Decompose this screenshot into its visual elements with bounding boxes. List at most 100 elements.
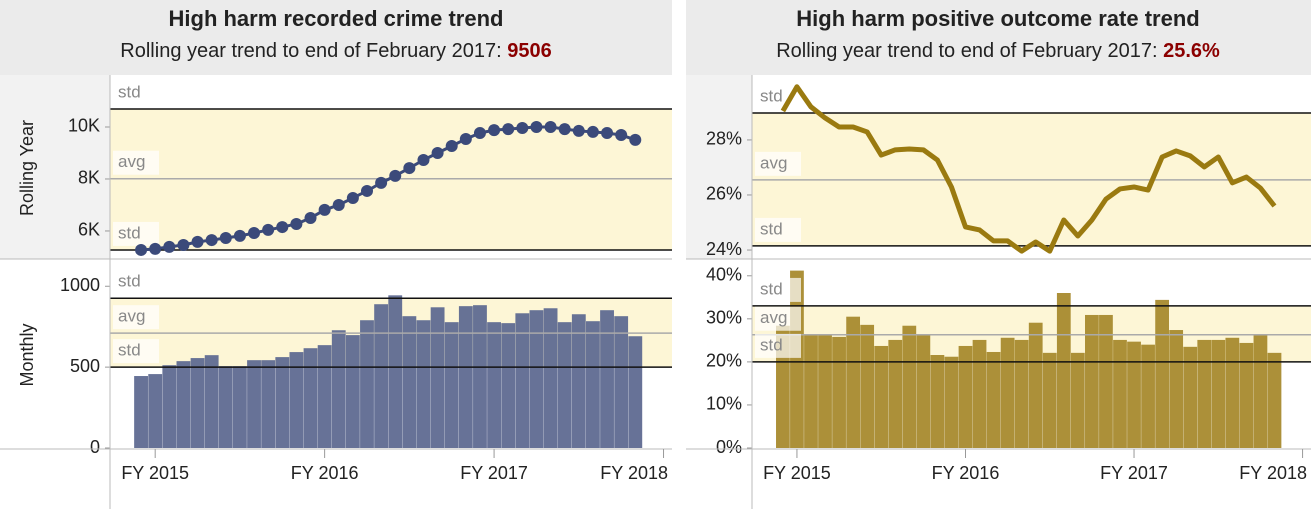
bar <box>360 320 374 448</box>
bar <box>874 345 889 448</box>
x-tick-label: FY 2016 <box>932 463 1000 483</box>
point <box>191 235 204 248</box>
bar <box>1225 337 1240 448</box>
point <box>135 243 148 256</box>
gutter-bg <box>686 75 752 259</box>
ref-label-bg <box>755 217 801 242</box>
bar <box>888 339 903 448</box>
x-tick-label: FY 2015 <box>121 463 189 483</box>
point <box>558 123 571 136</box>
x-tick-label: FY 2018 <box>600 463 668 483</box>
y-tick-label: 6K <box>78 220 100 240</box>
bar <box>190 358 205 448</box>
bar <box>289 352 304 448</box>
bar <box>557 322 572 448</box>
subtitle-value: 9506 <box>507 40 552 62</box>
x-tick-label: FY 2016 <box>291 463 359 483</box>
bar <box>1056 293 1071 448</box>
bar <box>317 345 332 448</box>
ref-label: avg <box>118 307 145 326</box>
bar <box>804 334 818 448</box>
bar <box>628 336 643 448</box>
ref-label: std <box>118 341 141 360</box>
point <box>375 176 388 189</box>
bar <box>162 365 177 448</box>
x-tick-label: FY 2018 <box>1239 463 1307 483</box>
charts: 6K 8K 10K Rolling Year std avg std 0 500 1000 Mont… <box>0 75 1311 509</box>
row-label: Rolling Year <box>17 120 37 216</box>
bar <box>444 322 459 448</box>
bar <box>571 314 586 448</box>
ref-label: std <box>118 223 141 242</box>
bar <box>430 307 445 448</box>
bar <box>818 334 832 448</box>
row-label: Monthly <box>17 323 37 386</box>
point <box>502 123 515 136</box>
point <box>516 122 529 135</box>
ref-label-bg <box>113 305 159 330</box>
bar <box>832 336 846 448</box>
bar <box>1197 339 1212 448</box>
bar <box>261 360 276 448</box>
bar <box>930 355 945 448</box>
bar <box>543 308 558 448</box>
point <box>304 211 317 224</box>
header-bg <box>686 0 1311 75</box>
ref-label: std <box>760 86 783 105</box>
y-tick-label: 0 <box>90 437 100 457</box>
point <box>572 124 585 137</box>
point <box>417 154 430 167</box>
y-tick-label: 8K <box>78 168 100 188</box>
point <box>488 124 501 137</box>
bar <box>303 348 318 448</box>
bar <box>1070 352 1085 448</box>
point <box>459 132 472 145</box>
subtitle-text: Rolling year trend to end of February 20… <box>120 40 507 62</box>
y-tick-label: 0% <box>716 437 742 457</box>
point <box>276 221 289 234</box>
y-tick-label: 24% <box>706 239 742 259</box>
y-tick-label: 10K <box>68 116 100 136</box>
title: High harm positive outcome rate trend <box>796 6 1199 31</box>
bar <box>1155 299 1170 448</box>
bar <box>1099 314 1113 448</box>
bar <box>1113 339 1127 448</box>
bar <box>1267 352 1282 448</box>
y-tick-label: 26% <box>706 184 742 204</box>
bar <box>600 310 614 448</box>
y-tick-label: 30% <box>706 308 742 328</box>
ref-label-bg <box>755 151 801 176</box>
bar <box>1000 337 1015 448</box>
ref-label: std <box>760 219 783 238</box>
y-tick-label: 500 <box>70 356 100 376</box>
x-tick-label: FY 2017 <box>1100 463 1168 483</box>
bar <box>1253 334 1268 448</box>
x-tick-label: FY 2017 <box>460 463 528 483</box>
bar <box>846 316 861 448</box>
header-bg <box>0 0 672 75</box>
bar <box>232 366 247 448</box>
point <box>233 229 246 242</box>
point <box>163 240 176 253</box>
y-tick-label: 28% <box>706 129 742 149</box>
bar <box>1127 341 1141 448</box>
ref-label-bg <box>113 339 159 364</box>
subtitle: Rolling year trend to end of February 20… <box>776 40 1220 62</box>
point <box>473 126 486 139</box>
point <box>601 126 614 139</box>
bar <box>345 335 360 448</box>
bar <box>986 351 1001 448</box>
point <box>177 239 190 252</box>
trend-line <box>780 84 1277 254</box>
bar <box>402 316 417 448</box>
point <box>586 125 599 138</box>
point <box>219 231 232 244</box>
bar <box>473 305 487 448</box>
bar <box>331 330 346 448</box>
point <box>290 217 303 230</box>
bar <box>134 376 148 448</box>
bar <box>374 304 389 448</box>
bar <box>1014 339 1029 448</box>
subtitle: Rolling year trend to end of February 20… <box>120 40 551 62</box>
bar <box>916 334 931 448</box>
